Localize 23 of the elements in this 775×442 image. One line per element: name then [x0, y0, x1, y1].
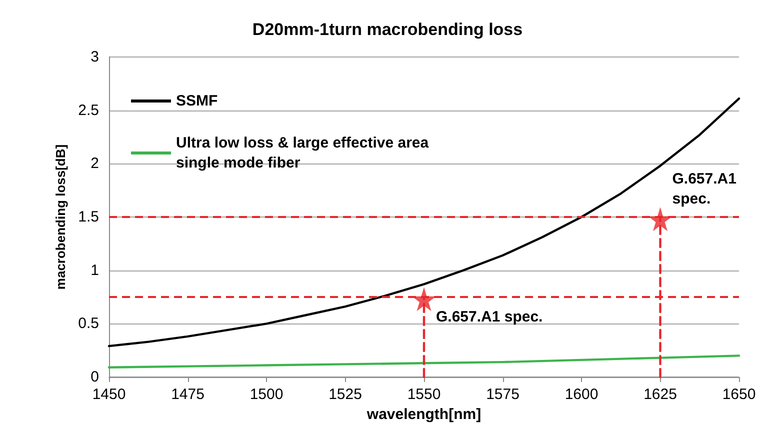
legend-label: SSMF: [176, 92, 218, 110]
x-tick-label: 1600: [564, 386, 598, 403]
x-tick-label: 1650: [722, 386, 756, 403]
annotation: G.657.A1 spec.: [672, 170, 736, 208]
x-tick-label: 1500: [250, 386, 284, 403]
y-axis-title: macrobending loss[dB]: [53, 144, 68, 290]
y-tick-label: 2: [90, 155, 99, 172]
x-tick-label: 1550: [407, 386, 441, 403]
y-tick-label: 2.5: [78, 102, 99, 119]
legend-label: Ultra low loss & large effective area single mode fiber: [176, 134, 430, 172]
x-tick-label: 1525: [328, 386, 362, 403]
annotation: G.657.A1 spec.: [436, 308, 543, 326]
chart-title: D20mm-1turn macrobending loss: [252, 20, 523, 39]
x-tick-label: 1625: [644, 386, 677, 403]
y-tick-label: 0: [90, 368, 99, 386]
y-tick-label: 1.5: [78, 208, 99, 226]
x-axis-title: wavelength[nm]: [366, 406, 482, 423]
x-tick-label: 1475: [171, 386, 204, 403]
y-tick-label: 1: [90, 262, 99, 279]
y-tick-label: 0.5: [78, 315, 99, 332]
x-tick-label: 1575: [486, 386, 520, 403]
x-tick-label: 1450: [92, 386, 126, 403]
y-tick-label: 3: [90, 48, 99, 66]
